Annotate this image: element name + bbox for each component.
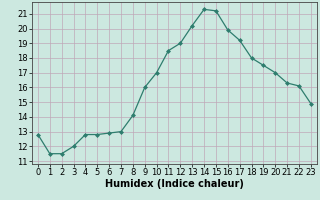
X-axis label: Humidex (Indice chaleur): Humidex (Indice chaleur) <box>105 179 244 189</box>
